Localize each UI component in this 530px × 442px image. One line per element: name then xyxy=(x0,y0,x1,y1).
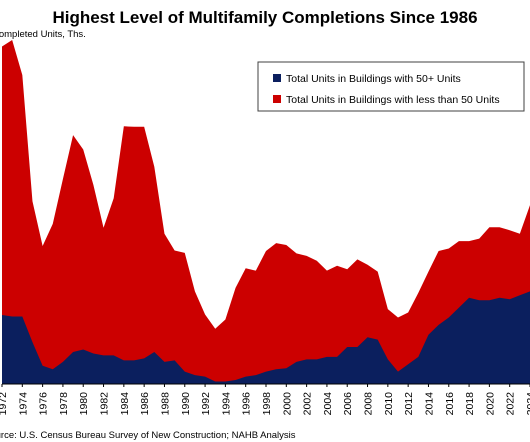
area-series-50-plus-units xyxy=(2,291,530,384)
x-tick-label: 1976 xyxy=(38,392,50,416)
x-tick-label: 2008 xyxy=(363,392,375,416)
x-tick-label: 1992 xyxy=(200,392,212,416)
x-tick-label: 2022 xyxy=(505,392,517,416)
source-note: Source: U.S. Census Bureau Survey of New… xyxy=(0,430,296,441)
x-tick-label: 1986 xyxy=(139,392,151,416)
x-tick-label: 2024 xyxy=(525,392,530,416)
legend-box xyxy=(257,61,525,112)
x-tick-label: 1984 xyxy=(119,392,131,416)
legend-label-small: Total Units in Buildings with less than … xyxy=(286,94,500,106)
x-tick-label: 2010 xyxy=(383,392,395,416)
x-tick-label: 1982 xyxy=(99,392,111,416)
x-axis-ticks: 1972 1974 1976 1978 1980 1982 1984 1986 1988 1990… xyxy=(0,384,530,415)
x-tick-label: 1994 xyxy=(220,392,232,416)
x-tick-label: 2006 xyxy=(342,392,354,416)
x-tick-label: 1996 xyxy=(241,392,253,416)
x-tick-label: 1980 xyxy=(78,392,90,416)
x-tick-label: 2016 xyxy=(444,392,456,416)
x-tick-label: 1978 xyxy=(58,392,70,416)
x-tick-label: 2004 xyxy=(322,392,334,416)
chart-title: Highest Level of Multifamily Completions… xyxy=(52,8,477,27)
legend-swatch-large xyxy=(273,74,281,82)
x-tick-label: 1988 xyxy=(159,392,171,416)
x-tick-label: 2018 xyxy=(464,392,476,416)
x-tick-label: 1974 xyxy=(17,392,29,416)
area-series-less-than-50-units xyxy=(2,40,530,384)
x-tick-label: 2012 xyxy=(403,392,415,416)
legend-label-large: Total Units in Buildings with 50+ Units xyxy=(286,73,461,85)
legend: Total Units in Buildings with 50+ Units … xyxy=(257,61,525,112)
x-tick-label: 2002 xyxy=(302,392,314,416)
x-tick-label: 1990 xyxy=(180,392,192,416)
x-tick-label: 1972 xyxy=(0,392,9,416)
x-tick-label: 2000 xyxy=(281,392,293,416)
x-tick-label: 1998 xyxy=(261,392,273,416)
y-axis-label: Completed Units, Ths. xyxy=(0,29,86,40)
x-tick-label: 2020 xyxy=(484,392,496,416)
area-series-group xyxy=(2,40,530,384)
legend-swatch-small xyxy=(273,95,281,103)
x-tick-label: 2014 xyxy=(423,392,435,416)
